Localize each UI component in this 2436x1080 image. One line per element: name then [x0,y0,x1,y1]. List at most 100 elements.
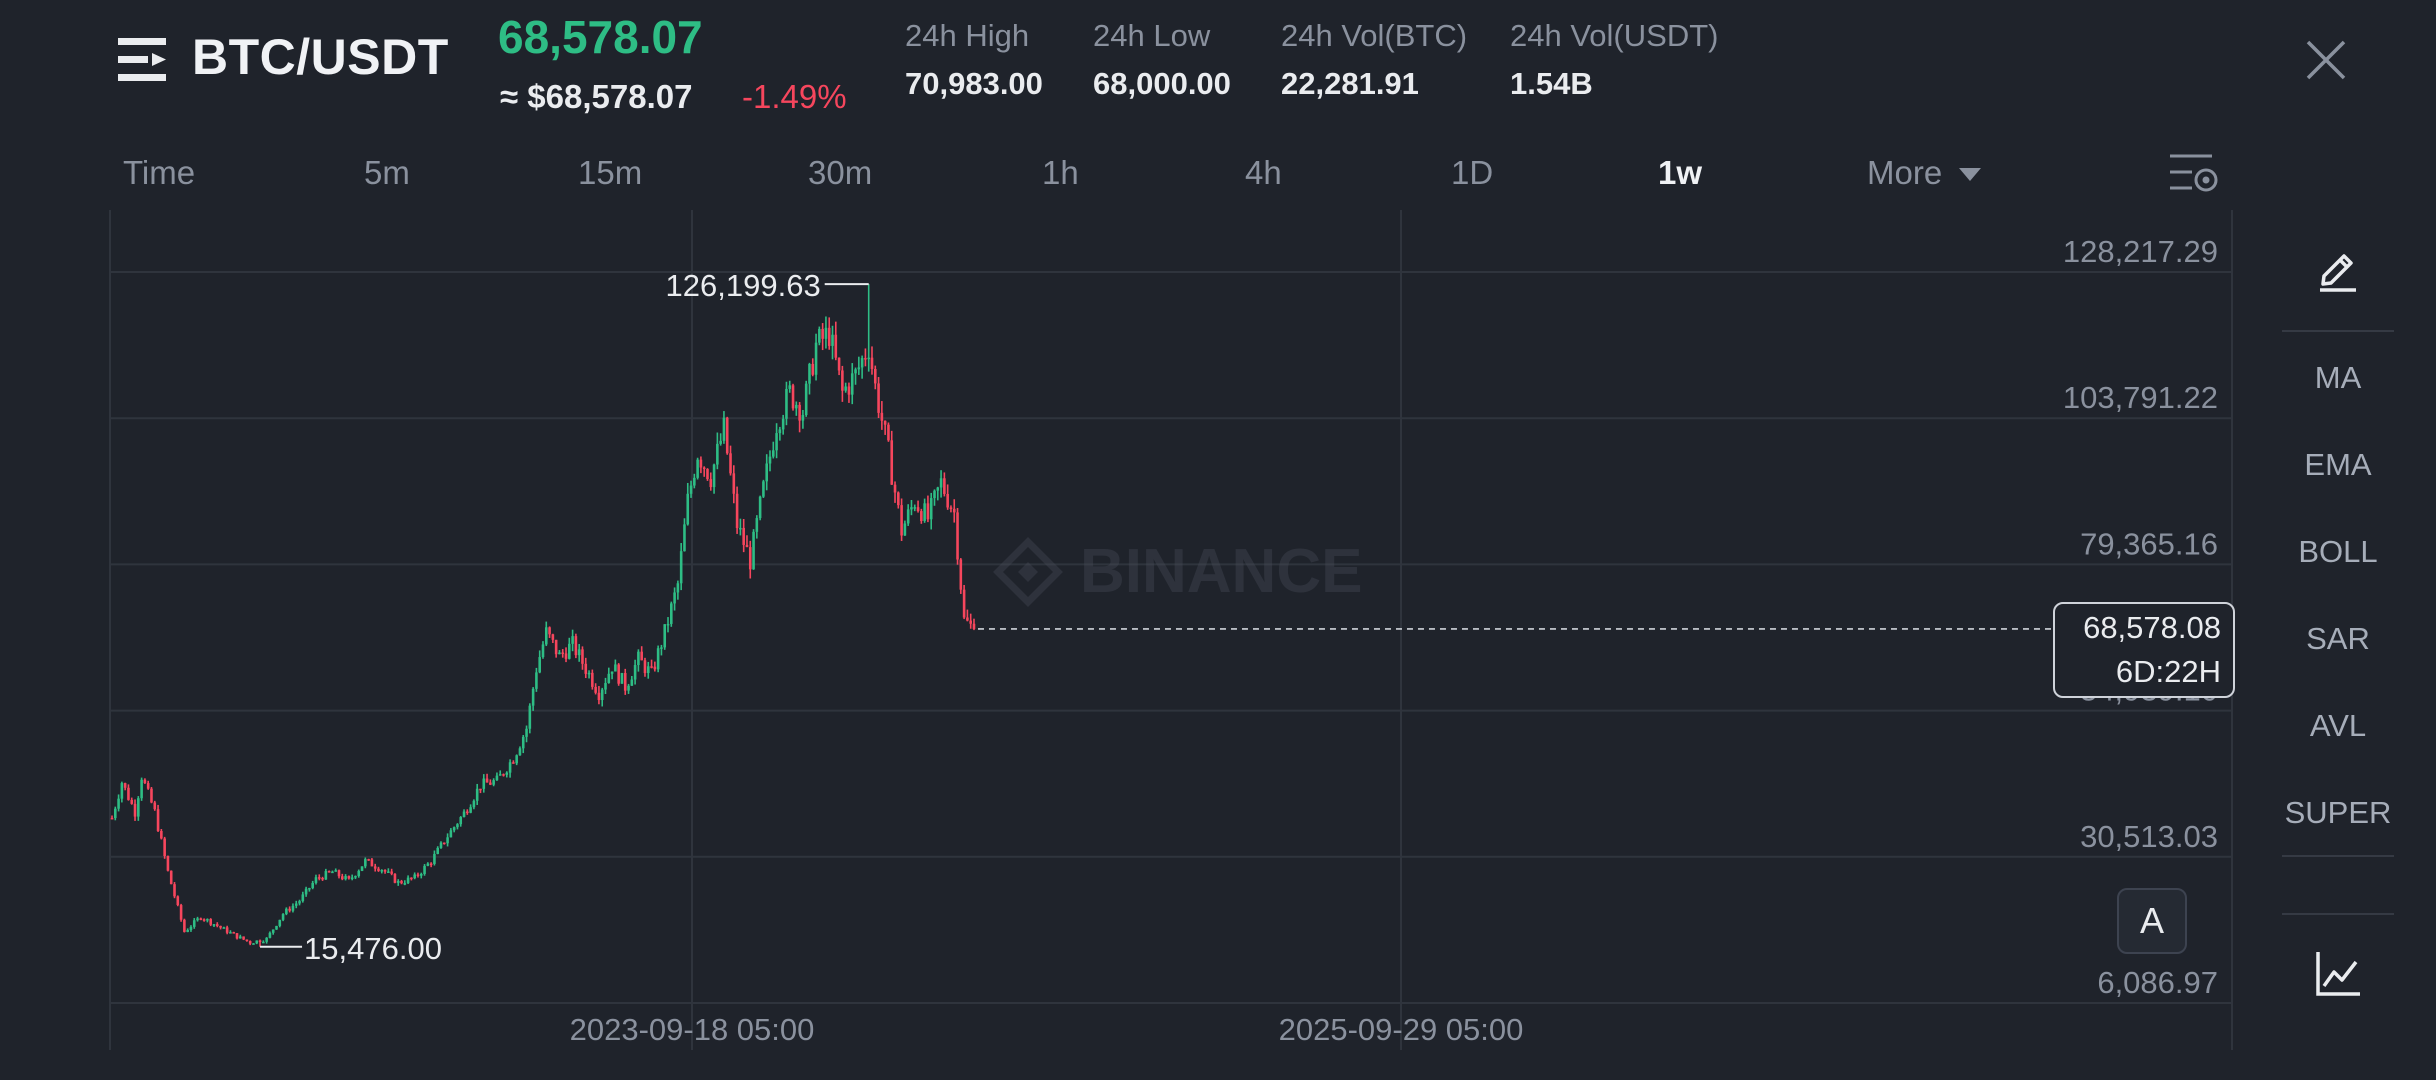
panel-divider [2282,330,2394,332]
stat-value-24h-low: 68,000.00 [1093,66,1231,101]
chart-settings-icon[interactable] [2168,152,2220,196]
candle-body [768,456,772,464]
candle-body [429,863,433,866]
candle-body [755,518,759,532]
x-axis-labels: 2023-09-18 05:00 2025-09-29 05:00 [570,1012,1524,1047]
candle-body [245,939,249,942]
candle-body [239,936,242,939]
candle-body [410,877,413,880]
indicator-ma[interactable]: MA [2314,360,2362,395]
candle-body [419,873,423,876]
tab-1h[interactable]: 1h [1042,154,1079,191]
pair-title[interactable]: BTC/USDT [192,29,449,85]
tab-15m[interactable]: 15m [578,154,643,191]
candle-body [660,647,663,649]
pencil-icon[interactable] [2314,244,2362,292]
candle-body [160,830,163,839]
candle-body [186,930,189,932]
candle-body [752,531,755,570]
high-price-label: 126,199.63 [666,268,821,303]
menu-icon[interactable] [118,36,170,84]
candle-body [844,386,847,391]
candle-body [489,782,492,785]
candle-body [377,868,380,871]
candle-body [854,369,857,374]
candle-body [143,779,147,784]
candle-body [400,881,403,884]
candle-body [739,527,742,530]
y-tick-label: 128,217.29 [2063,234,2218,269]
indicator-boll[interactable]: BOLL [2298,534,2378,569]
candle-body [406,877,410,884]
candle-body [548,627,551,635]
candle-body [663,624,667,648]
candle-body [268,932,272,938]
stat-label-24h-high: 24h High [905,18,1030,53]
indicator-avl[interactable]: AVL [2309,708,2367,743]
tab-1d[interactable]: 1D [1451,154,1494,191]
candle-body [413,874,416,879]
candle-body [788,385,792,389]
candle-body [252,943,255,945]
candle-body [518,748,522,756]
candle-body [870,357,874,369]
candle-body [735,493,739,529]
indicator-ema[interactable]: EMA [2304,447,2372,482]
candle-body [791,385,795,409]
candle-body [818,328,821,343]
candle-body [242,936,245,940]
candle-body [946,493,949,508]
candle-body [890,440,894,485]
candle-body [535,672,538,689]
candle-body [762,481,765,497]
candle-body [719,440,722,444]
candle-body [456,824,459,828]
candle-body [643,660,647,674]
candle-countdown: 6D:22H [2115,654,2221,689]
candle-body [166,856,170,871]
candle-body [551,634,555,640]
candle-body [357,870,361,877]
candle-body [541,644,545,658]
candle-body [880,412,884,421]
candle-body [222,927,226,929]
candle-body [367,859,370,861]
candlestick-chart[interactable]: BINANCE 126,199.63 15,476.00 128,217.29 10… [0,200,2245,1060]
tab-more[interactable]: More [1867,154,1982,192]
stat-value-24h-high: 70,983.00 [905,66,1043,101]
candle-body [183,919,186,932]
indicator-super[interactable]: SUPER [2284,795,2392,830]
candle-body [364,859,367,867]
candle-body [758,496,762,519]
candle-body [531,688,535,706]
candle-body [748,547,752,570]
candle-body [275,925,278,930]
tab-1w[interactable]: 1w [1658,154,1703,191]
candle-body [906,509,910,524]
line-chart-icon[interactable] [2314,950,2362,998]
tab-5m[interactable]: 5m [364,154,410,191]
candle-body [640,651,643,661]
candle-body [795,404,798,409]
tab-4h[interactable]: 4h [1245,154,1282,191]
candle-body [344,876,347,880]
candle-body [150,788,153,803]
candle-body [811,363,815,375]
x-tick-label: 2023-09-18 05:00 [570,1012,815,1047]
candle-body [893,484,897,493]
auto-scale-button[interactable]: A [2117,888,2187,954]
candle-body [966,617,969,621]
candle-body [370,859,374,867]
candle-body [897,492,900,506]
close-icon[interactable] [2304,38,2348,82]
tab-more-label: More [1867,154,1943,191]
candle-body [620,673,624,684]
tab-30m[interactable]: 30m [808,154,873,191]
candle-body [189,926,193,931]
indicator-sar[interactable]: SAR [2306,621,2370,656]
tab-time[interactable]: Time [123,154,196,191]
candle-body [591,672,594,687]
candle-body [841,370,844,391]
candle-body [712,464,716,488]
candle-body [827,327,831,346]
